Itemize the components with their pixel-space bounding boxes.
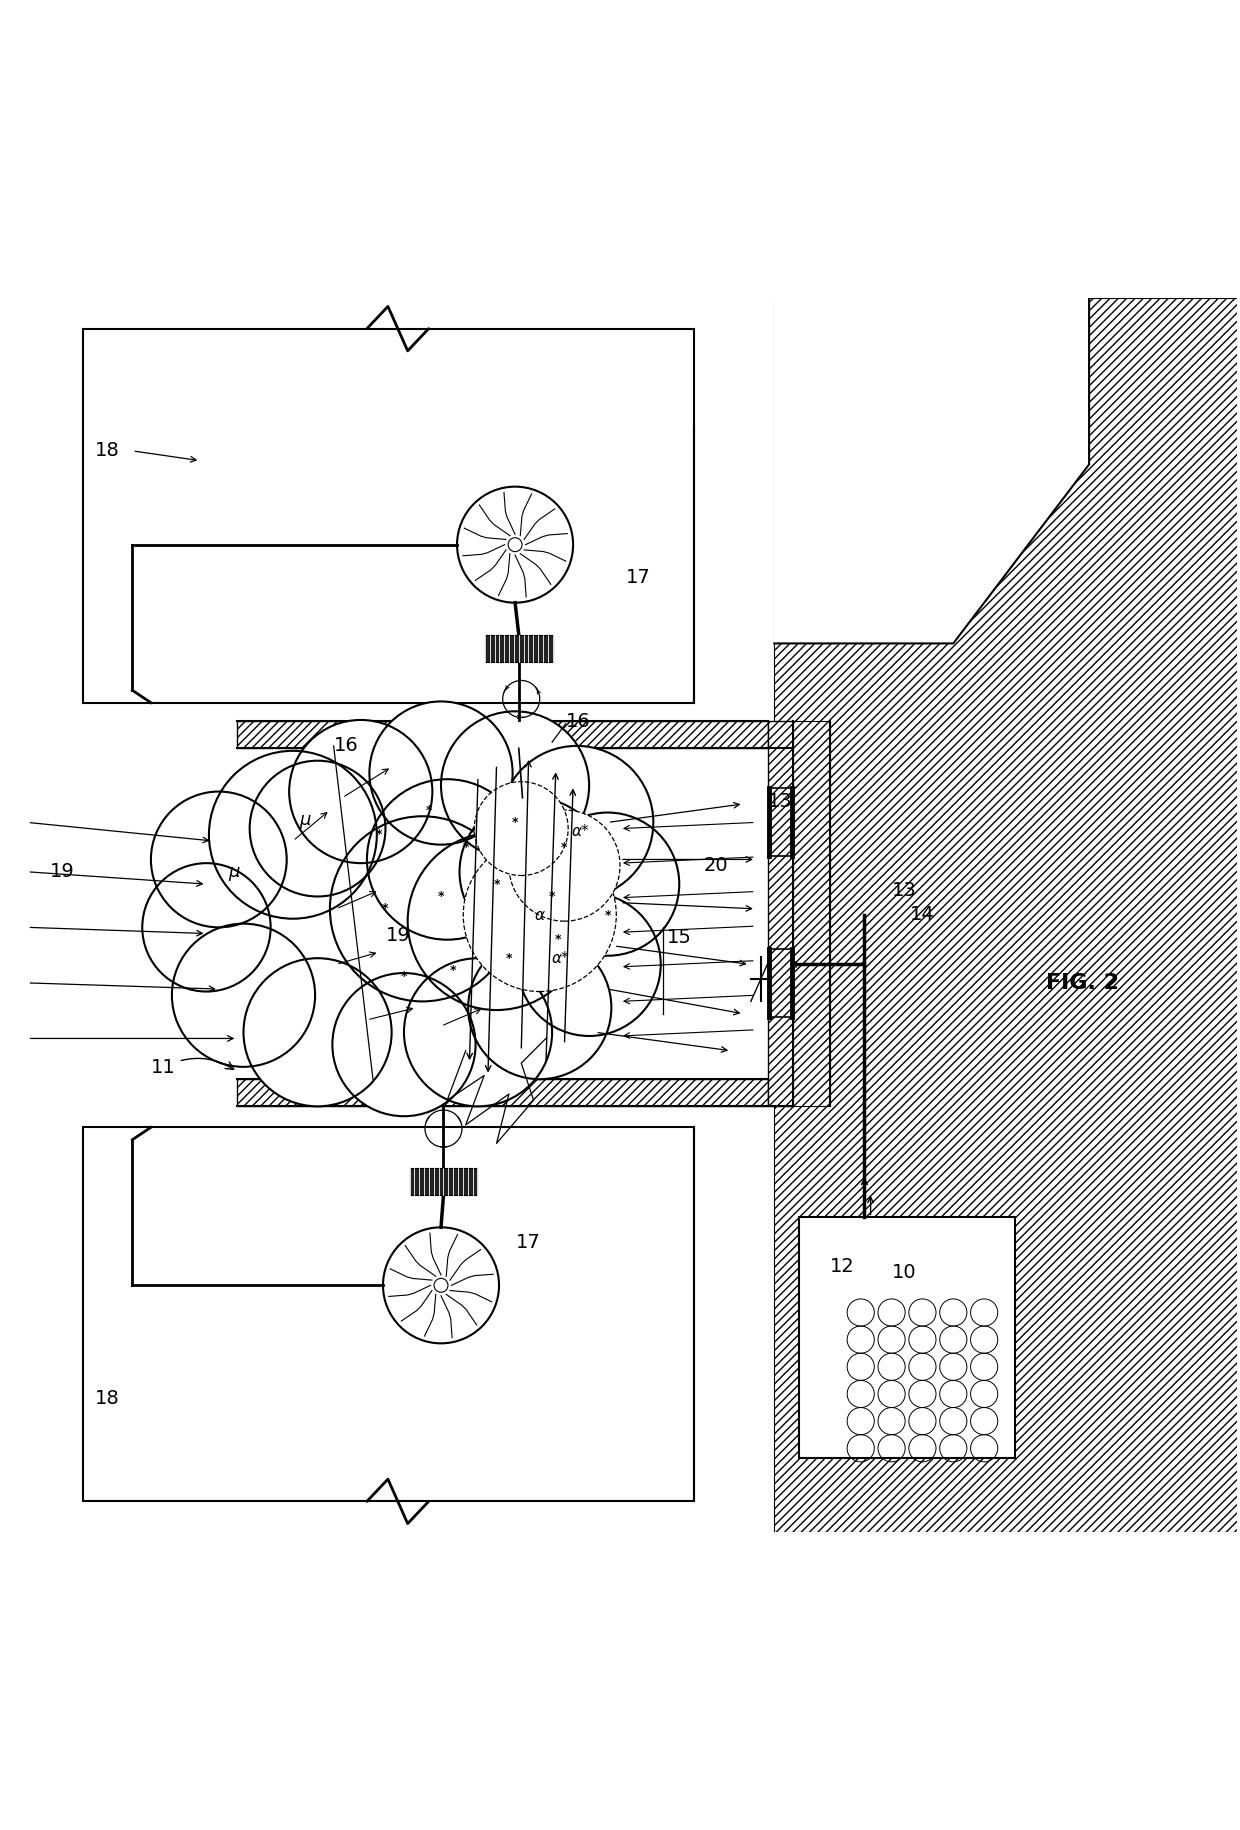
- Text: *: *: [382, 902, 388, 915]
- Circle shape: [508, 811, 620, 920]
- Text: 17: 17: [626, 569, 651, 587]
- Text: *: *: [556, 933, 562, 946]
- Bar: [83, 1127, 694, 1501]
- Circle shape: [289, 719, 433, 864]
- Text: *: *: [506, 952, 512, 964]
- Text: α*: α*: [572, 824, 589, 838]
- Text: *: *: [450, 964, 456, 977]
- Circle shape: [464, 838, 616, 992]
- Circle shape: [441, 712, 589, 860]
- Text: 20: 20: [704, 856, 729, 875]
- Text: μ: μ: [300, 811, 311, 829]
- Text: 15: 15: [667, 928, 692, 946]
- Text: *: *: [438, 889, 444, 902]
- Text: *: *: [549, 889, 556, 902]
- Text: 11: 11: [151, 1058, 233, 1078]
- Polygon shape: [774, 285, 1089, 644]
- Circle shape: [404, 959, 552, 1107]
- Text: 12: 12: [830, 1257, 854, 1276]
- Text: 13: 13: [892, 880, 916, 900]
- Circle shape: [330, 816, 515, 1001]
- Text: 13: 13: [768, 792, 792, 811]
- Circle shape: [208, 750, 377, 919]
- Bar: [237, 1080, 768, 1107]
- Circle shape: [508, 538, 522, 551]
- Text: *: *: [463, 840, 469, 853]
- Text: 17: 17: [516, 1233, 541, 1252]
- Circle shape: [332, 974, 476, 1116]
- Circle shape: [517, 893, 661, 1036]
- Circle shape: [151, 792, 286, 928]
- Circle shape: [243, 959, 392, 1107]
- Text: 19: 19: [50, 862, 74, 882]
- Text: *: *: [401, 970, 407, 983]
- Circle shape: [367, 780, 527, 939]
- Text: *: *: [512, 816, 518, 829]
- Circle shape: [536, 813, 680, 955]
- Circle shape: [469, 935, 611, 1080]
- Bar: [799, 1217, 1016, 1459]
- Text: 18: 18: [95, 1389, 120, 1409]
- Text: 16: 16: [334, 736, 358, 756]
- Text: 14: 14: [910, 906, 935, 924]
- Text: FIG. 2: FIG. 2: [1045, 974, 1118, 994]
- Bar: [83, 329, 694, 703]
- Circle shape: [434, 1279, 448, 1292]
- Text: *: *: [425, 803, 432, 816]
- Text: 19: 19: [386, 926, 410, 946]
- Text: *: *: [494, 878, 500, 891]
- Circle shape: [475, 781, 568, 875]
- Text: *: *: [376, 829, 382, 842]
- Circle shape: [249, 761, 386, 897]
- Circle shape: [408, 833, 585, 1010]
- Bar: [485, 635, 553, 662]
- Text: μ: μ: [228, 862, 239, 880]
- Circle shape: [143, 864, 270, 992]
- Bar: [237, 721, 768, 748]
- Bar: [792, 721, 830, 1107]
- Circle shape: [460, 798, 608, 946]
- Text: 16: 16: [565, 712, 590, 730]
- Circle shape: [172, 924, 315, 1067]
- Text: α: α: [534, 908, 544, 922]
- Text: 18: 18: [95, 441, 120, 461]
- Circle shape: [370, 701, 512, 845]
- Text: *: *: [604, 908, 611, 922]
- Text: *: *: [562, 840, 568, 853]
- Bar: [774, 298, 1240, 1532]
- Circle shape: [500, 747, 653, 899]
- Text: 10: 10: [892, 1263, 916, 1283]
- Text: α*: α*: [552, 952, 569, 966]
- Bar: [409, 1168, 477, 1195]
- Bar: [768, 721, 792, 1107]
